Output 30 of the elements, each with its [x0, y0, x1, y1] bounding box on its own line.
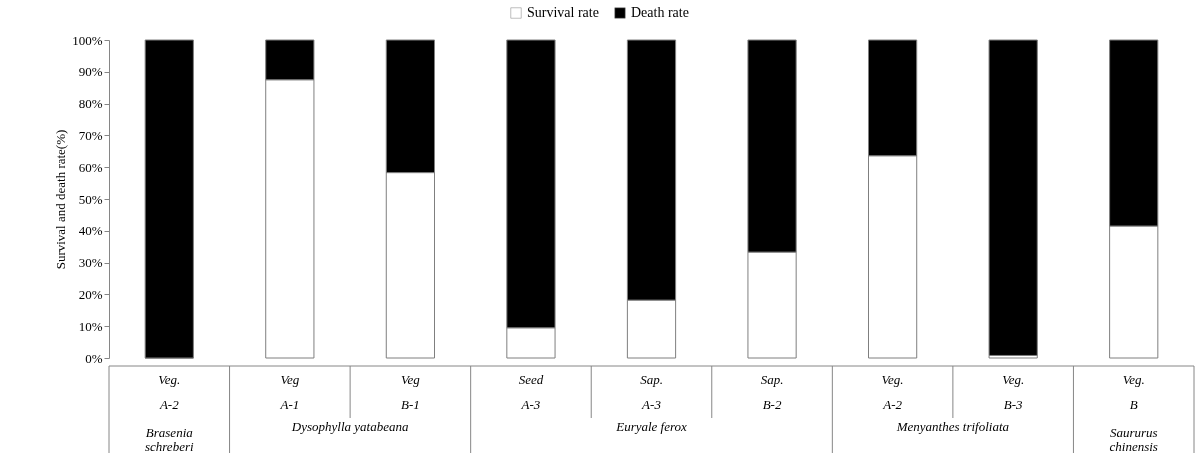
x-tick-label: Sap. A-3 [640, 372, 663, 412]
y-tick-label: 40% [78, 223, 103, 239]
x-tick-label: Veg. A-2 [881, 372, 904, 412]
legend-label: Survival rate [527, 5, 599, 20]
x-tick-label: Veg. B [1122, 372, 1145, 412]
x-tick-label: Seed A-3 [518, 372, 544, 412]
y-tick-label: 20% [78, 286, 103, 302]
x-tick-label: Veg B-1 [401, 372, 421, 412]
x-tick-label: Veg A-1 [279, 372, 300, 412]
y-tick-label: 80% [78, 96, 103, 112]
text: Euryale ferox [615, 419, 688, 434]
x-tick-label: Sap. B-2 [760, 372, 784, 412]
y-axis-title: Survival and death rate(%) [53, 129, 69, 270]
y-tick-label: 50% [78, 191, 103, 207]
legend-label: Death rate [631, 5, 689, 20]
text: Dysophylla yatabeana [290, 419, 409, 434]
text: Brasenia schreberi [144, 425, 194, 453]
bar [988, 39, 1038, 356]
y-tick-label: 30% [78, 255, 103, 271]
x-tick-label: Veg. A-2 [158, 372, 181, 412]
y-tick-label: 10% [78, 318, 103, 334]
y-tick-label: 100% [72, 32, 103, 48]
bar [144, 39, 194, 359]
y-tick-label: 70% [78, 127, 103, 143]
y-tick-label: 60% [78, 159, 103, 175]
text: Saururus chinensis [1109, 425, 1158, 453]
y-tick-label: 90% [78, 64, 103, 80]
text: Menyanthes trifoliata [895, 419, 1010, 434]
x-tick-label: Veg. B-3 [1002, 372, 1025, 412]
y-tick-label: 0% [85, 350, 103, 366]
